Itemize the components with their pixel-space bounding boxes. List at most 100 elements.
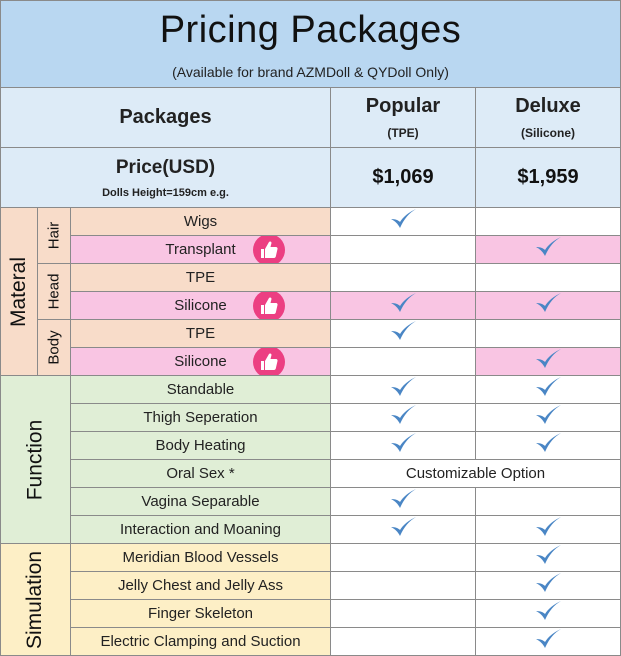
group-material-label: Materal: [7, 256, 30, 327]
feature-label: Body Heating: [155, 437, 246, 454]
popular-price: $1,069: [372, 166, 434, 188]
popular-cell: [331, 404, 476, 432]
popular-cell: [331, 236, 476, 264]
deluxe-header: Deluxe (Silicone): [476, 88, 621, 148]
deluxe-cell: [476, 292, 621, 320]
deluxe-cell: [476, 600, 621, 628]
deluxe-cell: [476, 264, 621, 292]
group-function: Function: [0, 376, 71, 544]
subgroup-head: Head: [38, 264, 71, 320]
deluxe-price-cell: $1,959: [476, 148, 621, 208]
price-label-cell: Price(USD) Dolls Height=159cm e.g.: [0, 148, 331, 208]
subgroup-body-label: Body: [45, 330, 63, 365]
feature-label-cell: Vagina Separable: [71, 488, 331, 516]
feature-label: Oral Sex *: [166, 465, 235, 482]
deluxe-price: $1,959: [517, 166, 579, 188]
feature-label: Transplant: [165, 241, 236, 258]
subgroup-head-label: Head: [45, 273, 63, 310]
feature-label: Finger Skeleton: [147, 605, 254, 622]
checkmark-icon: [533, 432, 563, 459]
group-simulation-label: Simulation: [23, 550, 47, 649]
feature-label-cell: Electric Clamping and Suction: [71, 628, 331, 656]
feature-label: Interaction and Moaning: [120, 521, 281, 538]
checkmark-icon: [388, 208, 418, 235]
popular-cell: [331, 292, 476, 320]
feature-label: TPE: [185, 269, 216, 286]
deluxe-cell: [476, 404, 621, 432]
popular-cell: [331, 432, 476, 460]
checkmark-icon: [388, 376, 418, 403]
deluxe-cell: [476, 208, 621, 236]
checkmark-icon: [533, 404, 563, 431]
group-simulation: Simulation: [0, 544, 71, 656]
page-subtitle: (Available for brand AZMDoll & QYDoll On…: [172, 63, 449, 80]
deluxe-material: (Silicone): [520, 126, 575, 140]
popular-cell: [331, 488, 476, 516]
feature-label-cell: Wigs: [71, 208, 331, 236]
price-label: Price(USD): [115, 156, 216, 178]
checkmark-icon: [388, 320, 418, 347]
checkmark-icon: [388, 432, 418, 459]
checkmark-icon: [533, 628, 563, 655]
packages-header: Packages: [0, 88, 331, 148]
deluxe-cell: [476, 488, 621, 516]
feature-label-cell: Silicone: [71, 348, 331, 376]
feature-label-cell: TPE: [71, 264, 331, 292]
checkmark-icon: [388, 516, 418, 543]
feature-label: Jelly Chest and Jelly Ass: [117, 577, 284, 594]
feature-label: Silicone: [174, 353, 227, 370]
checkmark-icon: [533, 544, 563, 571]
feature-label: TPE: [185, 325, 216, 342]
checkmark-icon: [533, 348, 563, 375]
deluxe-cell: [476, 432, 621, 460]
checkmark-icon: [533, 516, 563, 543]
popular-cell: [331, 516, 476, 544]
deluxe-cell: [476, 236, 621, 264]
packages-label: Packages: [119, 106, 212, 128]
popular-cell: [331, 208, 476, 236]
feature-label-cell: Standable: [71, 376, 331, 404]
feature-label-cell: Meridian Blood Vessels: [71, 544, 331, 572]
thumbs-up-icon: [253, 348, 285, 375]
checkmark-icon: [533, 600, 563, 627]
deluxe-cell: [476, 516, 621, 544]
deluxe-name: Deluxe: [515, 95, 581, 117]
feature-label: Vagina Separable: [141, 493, 260, 510]
checkmark-icon: [388, 488, 418, 515]
checkmark-icon: [533, 236, 563, 263]
popular-cell: [331, 320, 476, 348]
checkmark-icon: [533, 376, 563, 403]
popular-price-cell: $1,069: [331, 148, 476, 208]
popular-cell: [331, 628, 476, 656]
feature-label: Wigs: [183, 213, 218, 230]
popular-cell: [331, 376, 476, 404]
feature-label-cell: Body Heating: [71, 432, 331, 460]
deluxe-cell: [476, 376, 621, 404]
feature-label: Electric Clamping and Suction: [100, 633, 301, 650]
popular-cell: [331, 348, 476, 376]
customizable-option-text: Customizable Option: [405, 465, 546, 482]
popular-material: (TPE): [387, 126, 419, 140]
checkmark-icon: [533, 572, 563, 599]
popular-cell: [331, 264, 476, 292]
deluxe-cell: [476, 320, 621, 348]
feature-label: Silicone: [174, 297, 227, 314]
popular-cell: [331, 600, 476, 628]
title-block: Pricing Packages (Available for brand AZ…: [0, 0, 621, 88]
feature-label-cell: Thigh Seperation: [71, 404, 331, 432]
checkmark-icon: [533, 292, 563, 319]
feature-label-cell: TPE: [71, 320, 331, 348]
page-title: Pricing Packages: [159, 8, 462, 51]
deluxe-cell: [476, 572, 621, 600]
popular-cell: [331, 572, 476, 600]
subgroup-body: Body: [38, 320, 71, 376]
subgroup-hair: Hair: [38, 208, 71, 264]
feature-label-cell: Oral Sex *: [71, 460, 331, 488]
feature-label-cell: Jelly Chest and Jelly Ass: [71, 572, 331, 600]
subgroup-hair-label: Hair: [45, 221, 63, 250]
feature-label-cell: Interaction and Moaning: [71, 516, 331, 544]
popular-header: Popular (TPE): [331, 88, 476, 148]
checkmark-icon: [388, 404, 418, 431]
feature-label: Meridian Blood Vessels: [122, 549, 279, 566]
